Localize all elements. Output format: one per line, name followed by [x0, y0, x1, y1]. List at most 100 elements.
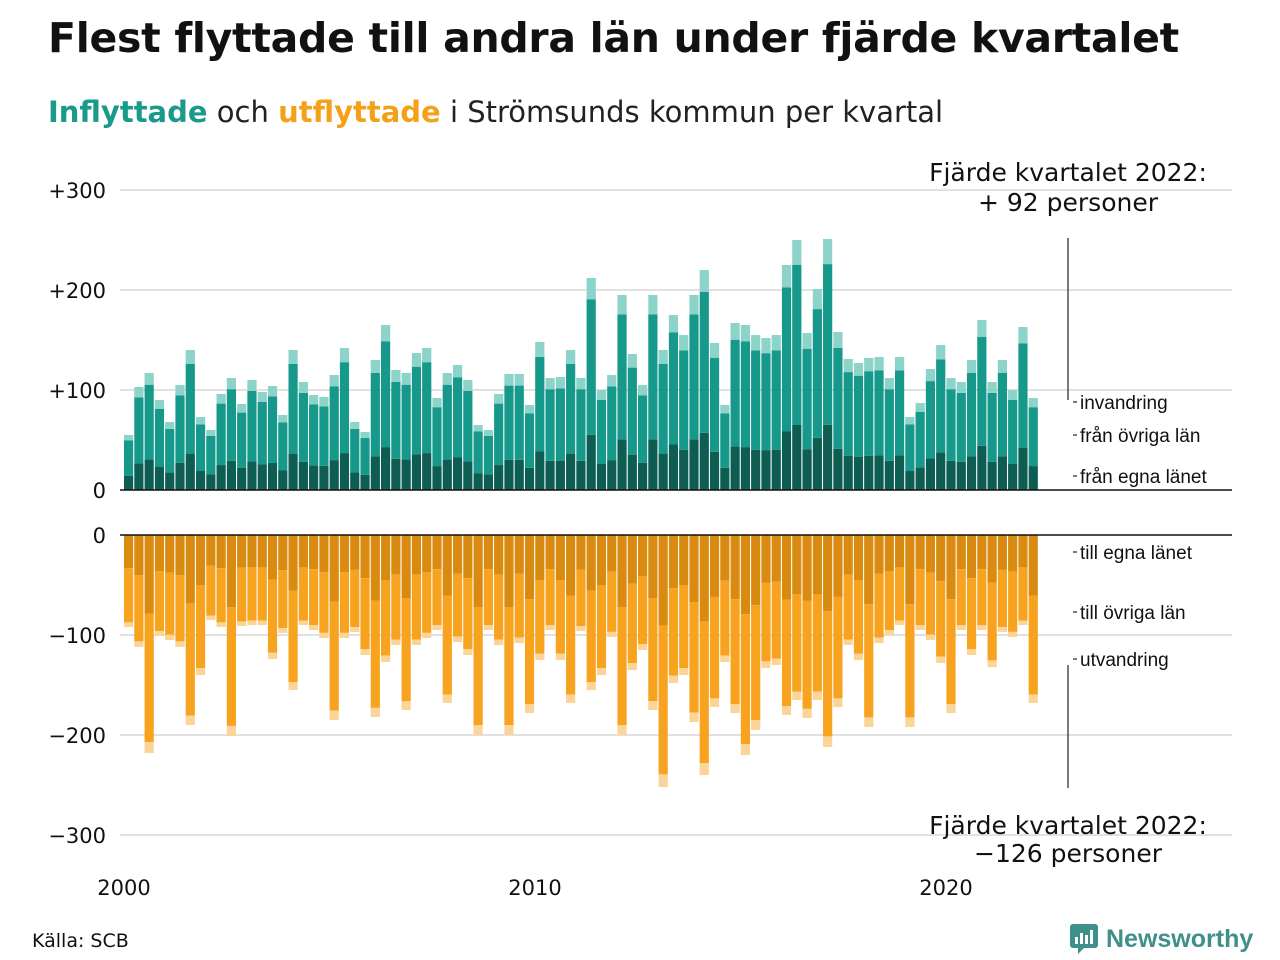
bar-out-egna — [226, 535, 236, 608]
bar-out-ovriga — [411, 574, 422, 640]
bar-in-egna — [206, 474, 216, 490]
bar-in-egna — [566, 453, 576, 490]
bar-out-ovriga — [442, 595, 452, 695]
bar-in-ovriga — [915, 411, 925, 468]
bar-out-ovriga — [843, 574, 853, 640]
bar-out-utvandring — [638, 644, 648, 650]
bar-out-utvandring — [915, 625, 925, 630]
bar-in-ovriga — [524, 413, 535, 468]
bar-out-utvandring — [956, 625, 966, 630]
bar-in-ovriga — [823, 264, 833, 425]
bar-out-egna — [401, 535, 411, 598]
bar-out-ovriga — [494, 574, 504, 640]
bar-in-egna — [771, 449, 781, 490]
bar-in-ovriga — [144, 384, 154, 460]
bar-out-utvandring — [966, 649, 977, 655]
bar-out-utvandring — [987, 660, 997, 667]
bar-in-ovriga — [545, 389, 555, 461]
bar-out-egna — [422, 535, 432, 573]
bar-in-invandring — [483, 430, 493, 436]
bar-in-egna — [586, 434, 596, 490]
bar-out-ovriga — [185, 603, 195, 716]
bar-out-ovriga — [792, 594, 802, 692]
bar-in-invandring — [638, 385, 648, 396]
bar-out-egna — [473, 535, 483, 607]
bar-out-utvandring — [401, 701, 411, 710]
bar-in-invandring — [206, 430, 216, 436]
bar-out-ovriga — [432, 569, 442, 626]
bar-out-egna — [802, 535, 812, 601]
bar-in-invandring — [452, 365, 463, 378]
bar-out-utvandring — [812, 691, 822, 700]
bar-out-ovriga — [370, 600, 380, 708]
bar-in-egna — [915, 467, 925, 490]
bar-out-ovriga — [298, 567, 308, 621]
bar-out-egna — [288, 535, 298, 591]
bar-out-utvandring — [658, 774, 668, 787]
bar-in-egna — [555, 460, 565, 490]
bar-out-utvandring — [206, 615, 216, 620]
bar-out-ovriga — [853, 580, 864, 654]
bar-out-egna — [740, 535, 750, 615]
series-label-out_egna: till egna länet — [1080, 543, 1193, 564]
bar-in-invandring — [679, 335, 689, 351]
bar-out-utvandring — [555, 653, 565, 660]
bar-out-ovriga — [483, 569, 493, 626]
bar-out-ovriga — [987, 582, 997, 661]
bar-in-invandring — [1028, 398, 1038, 408]
bar-in-egna — [267, 462, 278, 490]
bar-in-invandring — [288, 350, 298, 364]
bar-in-egna — [329, 460, 339, 490]
bar-out-ovriga — [668, 588, 679, 676]
bar-in-egna — [360, 474, 370, 490]
bar-in-invandring — [165, 422, 175, 429]
annotation-top-line2: + 92 personer — [978, 188, 1159, 217]
bar-out-ovriga — [391, 574, 401, 640]
bar-in-invandring — [216, 394, 226, 404]
bar-out-ovriga — [925, 572, 936, 635]
y-tick-label-bottom: 0 — [93, 524, 106, 548]
bar-out-egna — [781, 535, 792, 600]
bar-out-egna — [648, 535, 658, 598]
bar-in-invandring — [566, 350, 576, 364]
bar-in-invandring — [411, 353, 422, 367]
bar-in-ovriga — [124, 440, 134, 476]
bar-in-ovriga — [658, 364, 668, 454]
bar-in-invandring — [1018, 327, 1028, 344]
bar-out-ovriga — [751, 605, 761, 721]
bar-out-utvandring — [740, 744, 750, 755]
series-label-in_ovriga: från övriga län — [1080, 426, 1200, 447]
bar-in-invandring — [648, 295, 658, 315]
bar-in-egna — [740, 447, 750, 490]
bar-out-egna — [751, 535, 761, 606]
bar-out-utvandring — [751, 720, 761, 730]
bar-out-utvandring — [360, 649, 370, 655]
bar-out-ovriga — [956, 569, 966, 626]
bar-in-invandring — [627, 354, 637, 368]
bar-in-egna — [195, 471, 206, 490]
bar-out-utvandring — [833, 698, 843, 707]
bar-in-egna — [422, 453, 432, 490]
bar-in-invandring — [884, 378, 894, 390]
bar-out-egna — [843, 535, 853, 575]
bar-in-egna — [679, 449, 689, 490]
bar-in-egna — [627, 454, 637, 490]
bar-in-ovriga — [679, 350, 689, 450]
bar-in-invandring — [278, 415, 288, 423]
bar-in-ovriga — [720, 413, 730, 468]
bar-in-invandring — [668, 315, 679, 333]
bar-out-utvandring — [226, 725, 236, 736]
bar-in-invandring — [134, 387, 144, 398]
bar-out-egna — [185, 535, 195, 604]
bar-out-ovriga — [267, 579, 278, 653]
series-label-in_egna: från egna länet — [1080, 467, 1207, 488]
bar-in-ovriga — [535, 356, 545, 452]
bar-out-egna — [452, 535, 463, 574]
bar-in-egna — [812, 437, 822, 490]
bar-out-ovriga — [874, 573, 884, 638]
bar-out-ovriga — [679, 585, 689, 668]
bar-out-utvandring — [175, 641, 185, 647]
bar-in-invandring — [329, 375, 339, 387]
bar-out-ovriga — [658, 625, 668, 775]
bar-out-ovriga — [638, 576, 648, 645]
